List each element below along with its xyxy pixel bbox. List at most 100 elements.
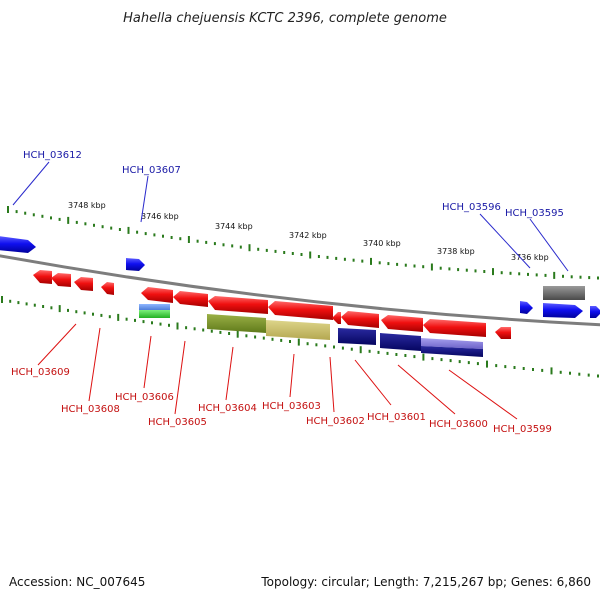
gene-hch-03603[interactable] xyxy=(268,301,333,320)
gene-hch-03600[interactable] xyxy=(423,319,486,337)
feature-bar-navy-3[interactable] xyxy=(421,346,483,357)
gene-label[interactable]: HCH_03599 xyxy=(493,424,552,435)
minor-tick xyxy=(578,372,581,376)
upper-scale-ticks xyxy=(7,206,599,280)
gene-feature-grey[interactable] xyxy=(543,286,585,300)
gene-hch-03607[interactable] xyxy=(126,258,145,271)
gene-hch-03611[interactable] xyxy=(33,270,52,284)
gene-hch-03606[interactable] xyxy=(141,287,173,303)
minor-tick xyxy=(527,272,529,276)
gene-hch-03599[interactable] xyxy=(495,327,511,339)
minor-tick xyxy=(570,275,573,279)
gene-label[interactable]: HCH_03609 xyxy=(11,367,70,378)
minor-tick xyxy=(343,257,346,261)
minor-tick xyxy=(588,276,591,280)
minor-tick xyxy=(142,320,145,324)
leader-line xyxy=(12,161,50,206)
major-tick xyxy=(1,296,3,303)
gene-label[interactable]: HCH_03603 xyxy=(262,401,321,412)
minor-tick xyxy=(202,328,205,332)
minor-tick xyxy=(262,336,265,340)
minor-tick xyxy=(387,262,390,266)
feature-bar-olive[interactable] xyxy=(207,314,266,333)
minor-tick xyxy=(522,367,525,370)
gene-label[interactable]: HCH_03606 xyxy=(115,392,174,403)
minor-tick xyxy=(41,214,44,218)
leader-line xyxy=(329,356,335,413)
minor-tick xyxy=(75,310,78,314)
gene-label[interactable]: HCH_03595 xyxy=(505,208,564,219)
scale-label: 3736 kbp xyxy=(511,253,549,262)
gene-label[interactable]: HCH_03600 xyxy=(429,419,488,430)
minor-tick xyxy=(179,237,182,241)
gene-label[interactable]: HCH_03602 xyxy=(306,416,365,427)
map-title: Hahella chejuensis KCTC 2396, complete g… xyxy=(123,11,447,26)
reverse-strand-genes xyxy=(33,270,511,339)
minor-tick xyxy=(559,370,562,374)
minor-tick xyxy=(532,368,534,371)
major-tick xyxy=(127,226,130,234)
minor-tick xyxy=(386,351,389,355)
scale-label: 3746 kbp xyxy=(141,212,179,221)
minor-tick xyxy=(75,220,78,224)
leader-line xyxy=(289,353,295,398)
gene-hch-03612[interactable] xyxy=(0,236,36,253)
minor-tick xyxy=(254,335,257,339)
feature-band xyxy=(139,304,483,357)
minor-tick xyxy=(458,360,461,364)
minor-tick xyxy=(58,217,61,221)
feature-bar-sky[interactable] xyxy=(139,304,170,310)
minor-tick xyxy=(315,343,318,347)
leader-line xyxy=(397,364,456,415)
feature-bar-lavender[interactable] xyxy=(421,338,483,349)
minor-tick xyxy=(210,329,213,333)
feature-bar-green[interactable] xyxy=(139,310,170,318)
gene-label[interactable]: HCH_03607 xyxy=(122,165,181,176)
gene-label[interactable]: HCH_03612 xyxy=(23,150,82,161)
minor-tick xyxy=(151,321,153,325)
minor-tick xyxy=(219,330,222,334)
gene-hch-03608[interactable] xyxy=(101,282,114,295)
minor-tick xyxy=(457,268,460,272)
minor-tick xyxy=(228,332,231,335)
minor-tick xyxy=(544,273,547,277)
leader-line xyxy=(448,369,518,420)
gene-label[interactable]: HCH_03596 xyxy=(442,202,501,213)
minor-tick xyxy=(341,346,344,350)
gene-hch-03595[interactable] xyxy=(543,303,583,318)
gene-label[interactable]: HCH_03605 xyxy=(148,417,207,428)
minor-tick xyxy=(317,255,320,258)
gene-label[interactable]: HCH_03601 xyxy=(367,412,426,423)
minor-tick xyxy=(404,263,407,267)
minor-tick xyxy=(500,271,503,275)
feature-bar-navy-2[interactable] xyxy=(380,333,421,351)
scale-label: 3742 kbp xyxy=(289,231,327,240)
minor-tick xyxy=(239,245,242,249)
major-tick xyxy=(248,244,251,252)
gene-hch-03605[interactable] xyxy=(173,291,208,307)
gene-hch-03602[interactable] xyxy=(341,311,379,328)
minor-tick xyxy=(483,270,486,273)
minor-tick xyxy=(271,337,274,341)
minor-tick xyxy=(93,223,95,227)
feature-bar-khaki[interactable] xyxy=(266,320,330,340)
feature-bar-navy-1[interactable] xyxy=(338,328,376,345)
minor-tick xyxy=(257,247,260,251)
gene-hch-03602-small[interactable] xyxy=(332,312,341,324)
minor-tick xyxy=(274,249,277,253)
major-tick xyxy=(486,360,488,368)
gene-edge-forward[interactable] xyxy=(590,306,600,318)
gene-hch-03610[interactable] xyxy=(51,273,71,287)
minor-tick xyxy=(213,242,216,246)
minor-tick xyxy=(168,323,170,327)
minor-tick xyxy=(42,305,45,308)
minor-tick xyxy=(504,365,507,369)
gene-label[interactable]: HCH_03604 xyxy=(198,403,257,414)
gene-hch-03604[interactable] xyxy=(208,296,268,314)
gene-hch-03609[interactable] xyxy=(74,277,93,291)
gene-hch-03596[interactable] xyxy=(520,301,533,314)
gene-label[interactable]: HCH_03608 xyxy=(61,404,120,415)
gene-hch-03601[interactable] xyxy=(381,315,423,332)
minor-tick xyxy=(413,355,416,359)
